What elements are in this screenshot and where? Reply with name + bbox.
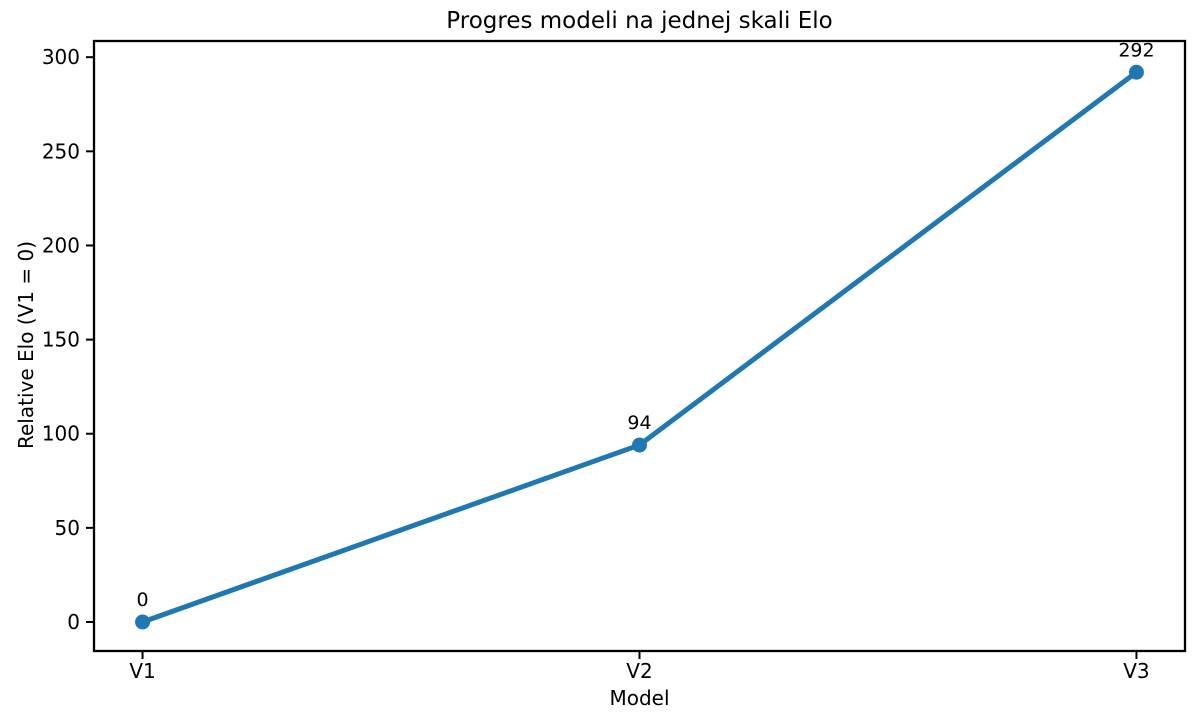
x-tick-label: V2 (626, 659, 652, 683)
y-tick-label: 100 (42, 422, 80, 446)
y-tick-label: 50 (55, 516, 80, 540)
data-line (140, 69, 1139, 625)
data-point-marker (135, 614, 151, 630)
data-point-marker (1128, 64, 1144, 80)
y-tick-label: 300 (42, 45, 80, 69)
y-tick-label: 0 (67, 610, 80, 634)
data-point-label: 0 (137, 589, 149, 611)
y-tick-label: 250 (42, 139, 80, 163)
plot-border (92, 39, 1187, 653)
x-tick-label: V3 (1123, 659, 1149, 683)
x-axis-label: Model (609, 686, 670, 710)
data-point-marker (632, 437, 647, 453)
y-tick-label: 150 (42, 328, 80, 352)
x-tick-label: V1 (129, 659, 155, 683)
data-point-label: 94 (627, 412, 651, 434)
chart-title: Progres modeli na jednej skali Elo (446, 8, 833, 34)
y-tick-label: 200 (42, 233, 80, 257)
data-point-label: 292 (1118, 39, 1154, 61)
